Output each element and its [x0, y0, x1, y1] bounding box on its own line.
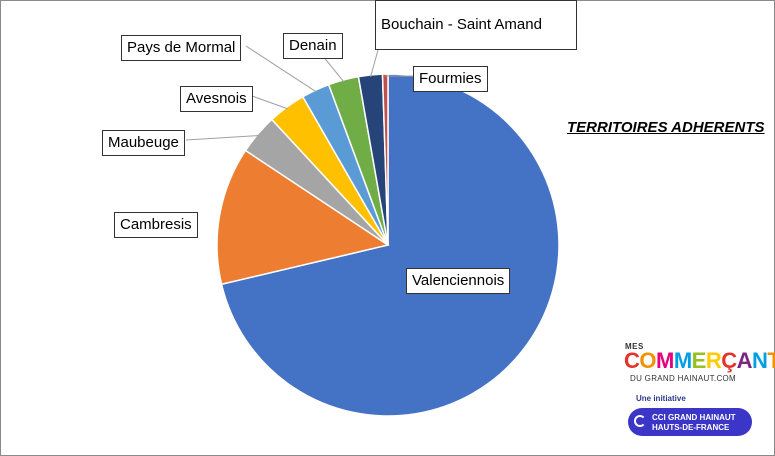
cci-badge: CCI GRAND HAINAUT HAUTS-DE-FRANCE	[628, 408, 752, 436]
slice-label-denain: Denain	[283, 33, 343, 59]
logo-subtext: DU GRAND HAINAUT.COM	[630, 374, 737, 383]
pie-slices	[216, 73, 560, 417]
logo-letter: E	[691, 348, 707, 373]
logo-letter: R	[705, 348, 722, 373]
leader-line-avesnois	[251, 95, 289, 110]
logo-initiative-text: Une initiative	[636, 394, 686, 403]
logo-wordmark: COMMERÇANTS	[624, 349, 775, 373]
slice-label-bouchain-saint-amand: Bouchain - Saint Amand	[375, 0, 577, 50]
logo-letter: M	[656, 348, 674, 373]
chart-title: TERRITOIRES ADHERENTS	[567, 119, 765, 136]
cci-line-2: HAUTS-DE-FRANCE	[652, 423, 730, 432]
logo-letter: M	[673, 348, 692, 373]
logo-letter: N	[752, 348, 768, 373]
slice-label-avesnois: Avesnois	[180, 86, 253, 112]
leader-line-pays-de-mormal	[245, 45, 317, 93]
slice-label-maubeuge: Maubeuge	[102, 130, 185, 156]
pie-slice-fourmies	[381, 73, 389, 246]
leader-line-maubeuge	[185, 135, 260, 141]
slice-label-fourmies: Fourmies	[413, 66, 488, 92]
cci-icon	[634, 415, 646, 427]
slice-label-cambresis: Cambresis	[114, 212, 198, 238]
logo-letter: Ç	[721, 348, 737, 373]
logo-letter: O	[639, 348, 657, 373]
logo-letter: C	[624, 348, 640, 373]
pie-slice-cambresis	[216, 149, 390, 286]
slice-label-pays-de-mormal: Pays de Mormal	[121, 35, 242, 61]
logo-letter: T	[767, 348, 775, 373]
logo-letter: A	[736, 348, 753, 373]
logo-mes-text: MES	[625, 342, 644, 351]
cci-line-1: CCI GRAND HAINAUT	[652, 413, 736, 422]
pie-slice-valenciennois	[220, 73, 560, 417]
leader-line-bouchain-saint-amand	[370, 49, 379, 78]
logo: MES COMMERÇANTS DU GRAND HAINAUT.COM Une…	[622, 341, 775, 440]
slice-label-valenciennois: Valenciennois	[406, 268, 511, 294]
leader-lines	[185, 45, 413, 141]
